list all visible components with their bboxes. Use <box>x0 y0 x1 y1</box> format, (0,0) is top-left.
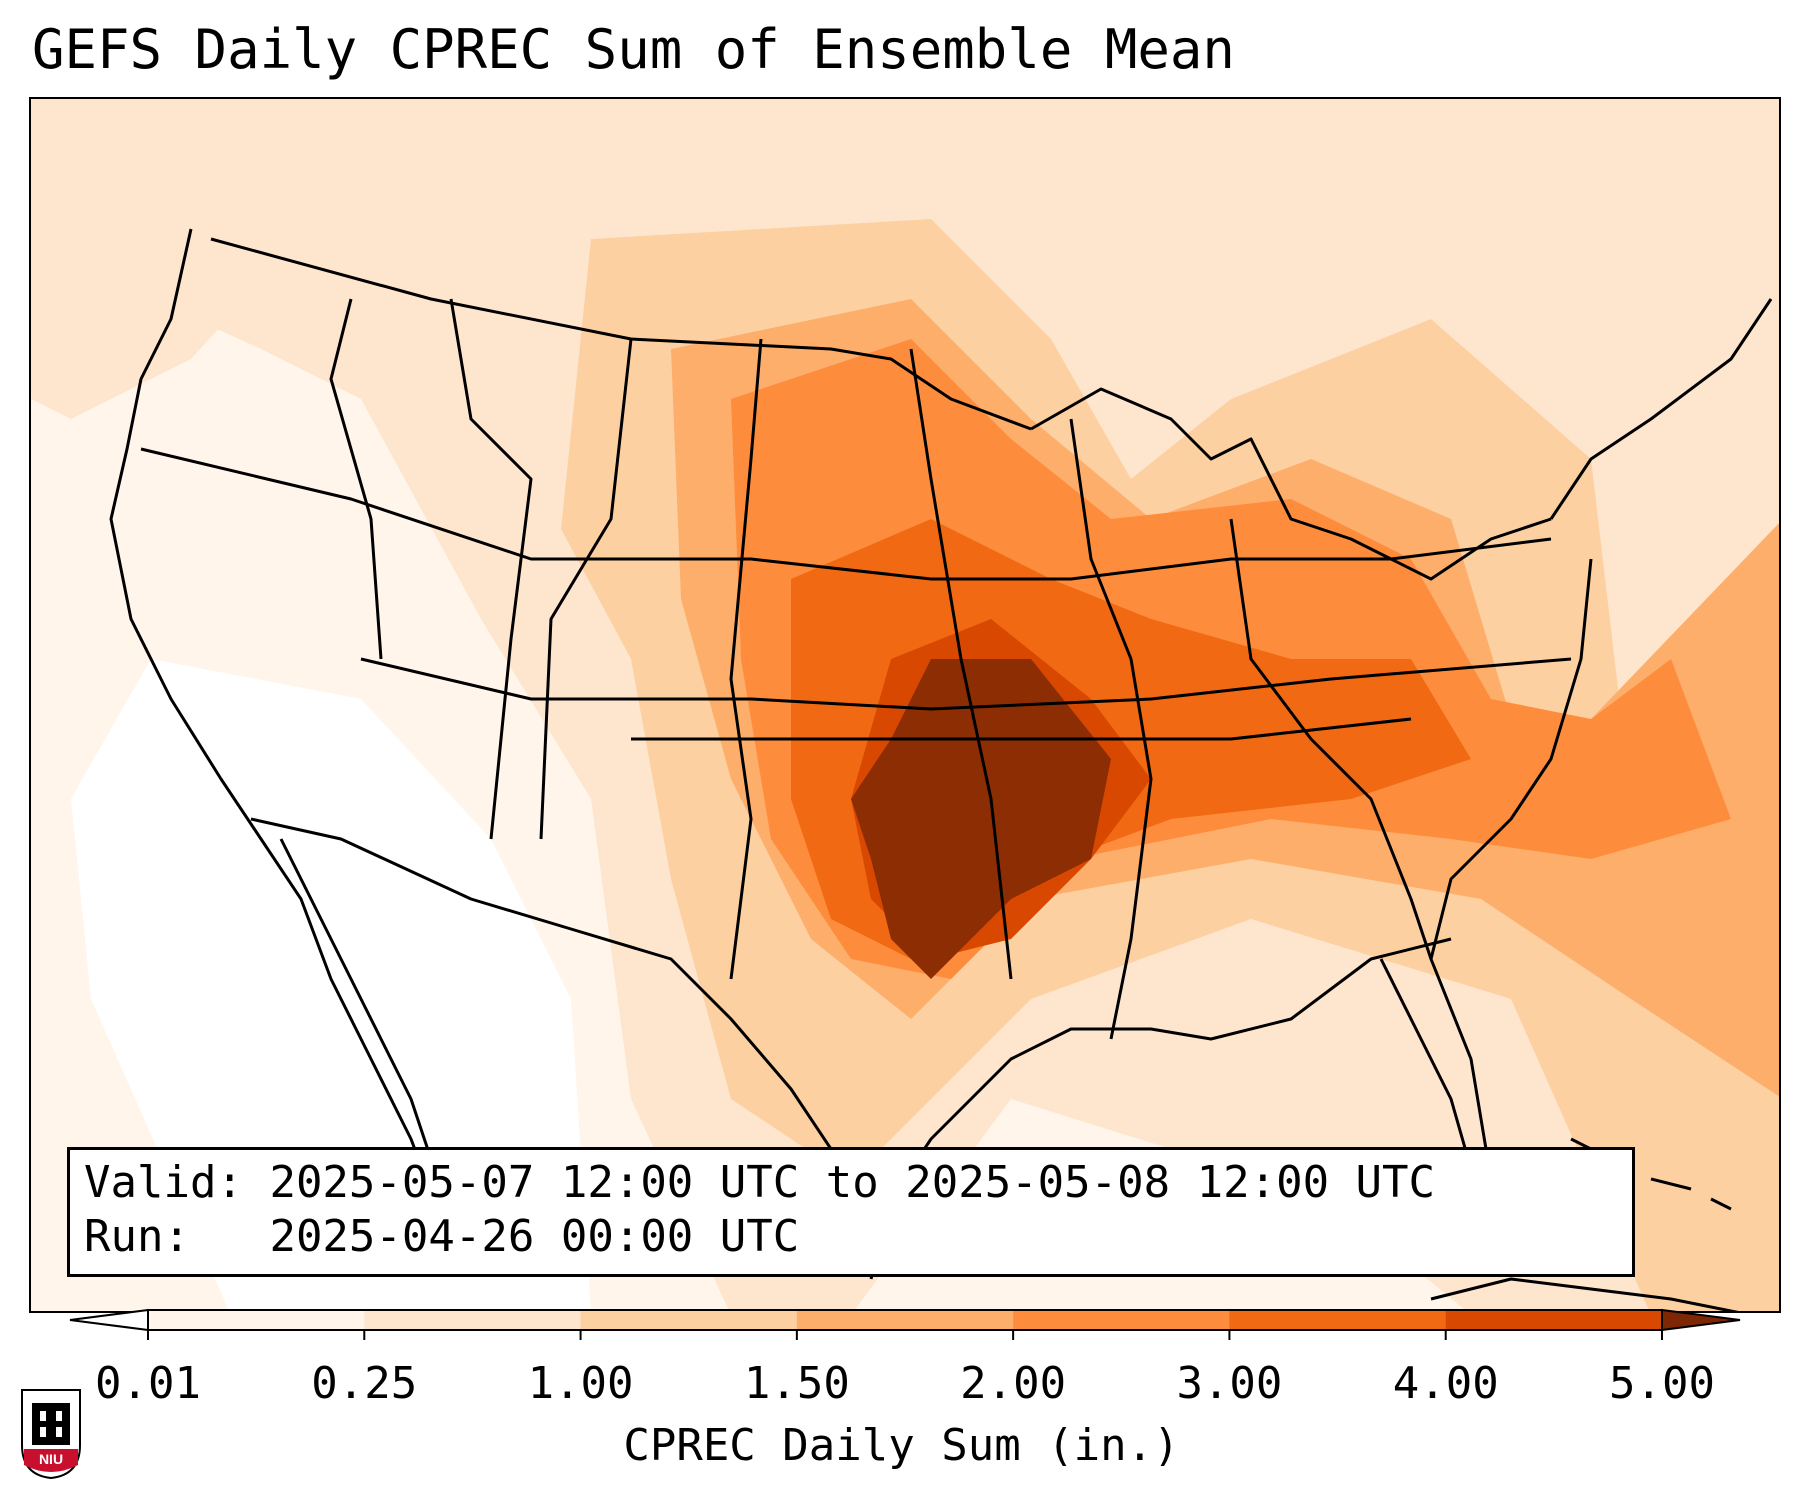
east-coast <box>1429 558 1593 1180</box>
colorbar-segment <box>364 1310 582 1330</box>
valid-label: Valid: <box>84 1157 243 1208</box>
colorbar-tick-label: 3.00 <box>1176 1358 1283 1409</box>
niu-logo-text: NIU <box>39 1451 63 1467</box>
colorbar-segment <box>1013 1310 1230 1330</box>
state-line-appalachian <box>1229 518 1433 960</box>
state-line-rockies-north <box>329 298 383 660</box>
state-line-plains-mid <box>729 338 763 980</box>
state-line-rockies-mid <box>449 298 533 840</box>
new-england-coast <box>1549 298 1773 520</box>
colorbar-tick-label: 1.50 <box>743 1358 850 1409</box>
state-borders-layer <box>109 228 1773 1311</box>
valid-value: 2025-05-07 12:00 UTC to 2025-05-08 12:00… <box>269 1157 1436 1208</box>
colorbar-outline <box>147 1309 1663 1331</box>
colorbar-segments <box>148 1310 1663 1330</box>
map-canvas <box>31 99 1779 1311</box>
cuba-island <box>1430 1277 1739 1311</box>
baja-peninsula <box>279 838 433 1160</box>
colorbar <box>69 1308 1741 1340</box>
precipitation-map <box>29 97 1781 1313</box>
colorbar-tick-label: 2.00 <box>960 1358 1067 1409</box>
colorbar-tick-label: 4.00 <box>1392 1358 1499 1409</box>
colorbar-tick-marks <box>147 1330 1663 1340</box>
run-info-box: Valid: 2025-05-07 12:00 UTC to 2025-05-0… <box>67 1147 1635 1277</box>
latitude-southern-states <box>631 717 1412 741</box>
niu-logo-tower <box>32 1403 70 1445</box>
state-line-mississippi <box>1069 418 1153 1040</box>
niu-logo: NIU <box>21 1389 81 1480</box>
colorbar-label: CPREC Daily Sum (in.) <box>623 1420 1180 1471</box>
precipitation-fill-layer <box>31 99 1779 1311</box>
latitude-northern-states <box>140 447 1552 581</box>
latitude-central-states <box>360 657 1572 711</box>
canada-border <box>210 237 1032 431</box>
colorbar-tick-label: 1.00 <box>527 1358 634 1409</box>
colorbar-under-triangle <box>69 1308 149 1332</box>
great-lakes-outline <box>1030 387 1552 581</box>
run-label: Run: <box>84 1211 190 1262</box>
colorbar-tick-label: 0.25 <box>311 1358 418 1409</box>
state-line-plains-west <box>539 338 633 840</box>
colorbar-over-triangle <box>1661 1308 1741 1332</box>
precip-light-area-west <box>31 99 291 419</box>
colorbar-segment <box>796 1310 1014 1330</box>
colorbar-segment <box>580 1310 798 1330</box>
run-value: 2025-04-26 00:00 UTC <box>269 1211 800 1262</box>
colorbar-tick-label: 5.00 <box>1609 1358 1715 1409</box>
colorbar-segment <box>1445 1310 1663 1330</box>
colorbar-tick-label: 0.01 <box>95 1358 201 1409</box>
colorbar-segment <box>1229 1310 1447 1330</box>
state-line-central <box>909 348 1013 980</box>
map-title: GEFS Daily CPREC Sum of Ensemble Mean <box>32 18 1235 81</box>
colorbar-segment <box>148 1310 365 1330</box>
mexico-border <box>250 817 853 1180</box>
niu-logo-banner <box>24 1449 78 1472</box>
coastline-west <box>109 228 443 1220</box>
